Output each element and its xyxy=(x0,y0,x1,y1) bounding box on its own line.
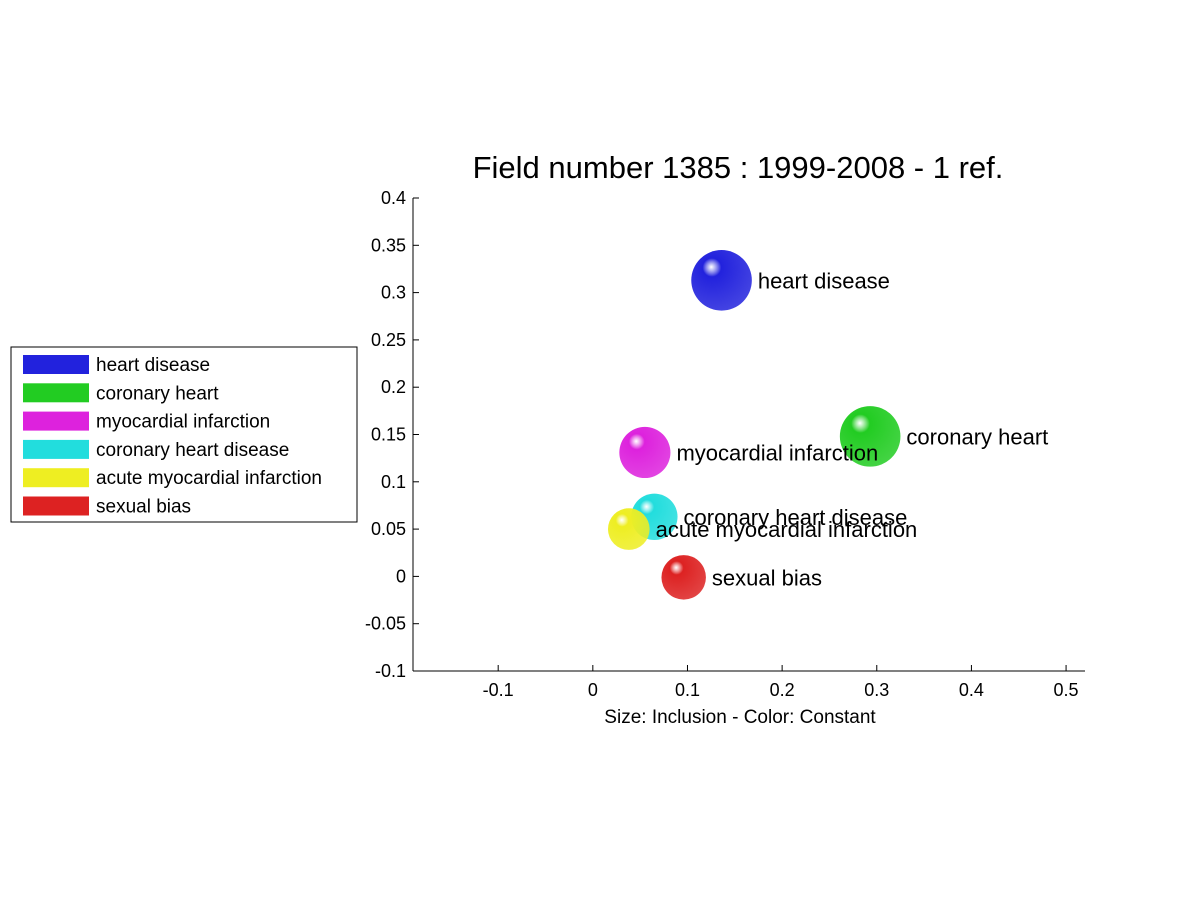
point-label: sexual bias xyxy=(712,565,822,590)
legend-box xyxy=(10,346,358,523)
point-heart-disease xyxy=(691,250,752,311)
y-tick-label: 0.35 xyxy=(371,235,406,255)
x-tick-label: 0.3 xyxy=(864,680,889,700)
y-tick-label: 0.25 xyxy=(371,330,406,350)
point-label: coronary heart disease xyxy=(684,505,908,530)
legend-entry: sexual bias xyxy=(96,497,191,518)
legend-swatch xyxy=(23,496,89,516)
point-label: coronary heart xyxy=(906,424,1048,449)
y-tick-label: 0 xyxy=(396,566,406,586)
x-tick-label: 0 xyxy=(588,680,598,700)
axes: -0.1 -0.05 0 0.05 0.1 0.15 0.2 0.25 0.3 0.35 0.4 -0… xyxy=(365,188,1085,700)
y-tick-label: -0.1 xyxy=(375,661,406,681)
x-tick-label: 0.1 xyxy=(675,680,700,700)
legend-entry: myocardial infarction xyxy=(96,412,270,433)
x-tick-label: 0.2 xyxy=(770,680,795,700)
x-tick-label: -0.1 xyxy=(483,680,514,700)
point-label: acute myocardial infarction xyxy=(656,517,918,542)
point-sexual-bias xyxy=(661,555,706,600)
point-coronary-heart xyxy=(839,406,901,467)
legend-swatch xyxy=(23,411,89,431)
y-tick-label: 0.15 xyxy=(371,425,406,445)
legend-entry: coronary heart disease xyxy=(96,440,289,461)
point-label: heart disease xyxy=(758,268,890,293)
chart-title: Field number 1385 : 1999-2008 - 1 ref. xyxy=(473,150,1004,185)
legend-swatch xyxy=(23,383,89,403)
x-axis-label: Size: Inclusion - Color: Constant xyxy=(604,707,876,728)
point-label: myocardial infarction xyxy=(676,440,878,465)
legend-swatch xyxy=(23,439,89,459)
legend: heart disease coronary heart myocardial in… xyxy=(10,346,358,523)
y-tick-label: 0.2 xyxy=(381,377,406,397)
data-points xyxy=(607,250,901,600)
legend-entry: acute myocardial infarction xyxy=(96,468,322,489)
point-labels: heart disease coronary heart myocardial in… xyxy=(656,268,1049,590)
legend-entry: heart disease xyxy=(96,355,210,376)
point-myocardial-infarction xyxy=(619,426,671,479)
legend-entry: coronary heart xyxy=(96,383,219,404)
legend-swatch xyxy=(23,355,89,374)
legend-swatch xyxy=(23,468,89,488)
x-tick-label: 0.5 xyxy=(1054,680,1079,700)
y-tick-label: 0.1 xyxy=(381,472,406,492)
y-tick-label: 0.4 xyxy=(381,188,406,208)
point-acute-myocardial-infarction xyxy=(607,508,650,550)
x-tick-label: 0.4 xyxy=(959,680,984,700)
y-tick-label: 0.05 xyxy=(371,519,406,539)
y-tick-label: 0.3 xyxy=(381,283,406,303)
y-tick-label: -0.05 xyxy=(365,614,406,634)
